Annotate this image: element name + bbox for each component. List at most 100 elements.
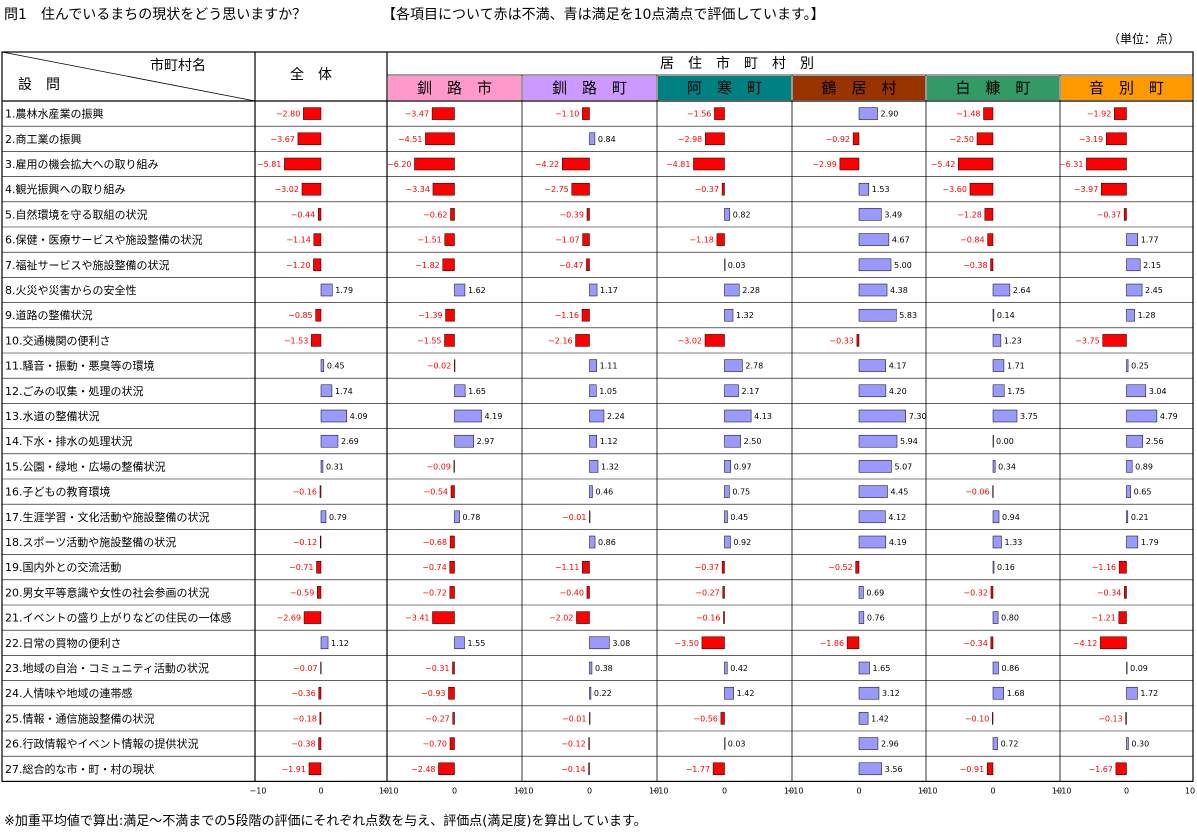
bar [992,686,1005,700]
bar [992,434,994,448]
category-label: 8.火災や災害からの安全性 [5,283,137,297]
bar [992,661,999,675]
data-label: 0.16 [997,563,1015,572]
data-label: −2.99 [812,160,837,169]
bar [724,258,726,272]
data-label: 0.80 [1001,614,1019,623]
bar [1126,434,1144,448]
data-label: 0.03 [728,261,746,270]
data-label: 1.42 [737,689,755,698]
data-label: 2.15 [1143,261,1161,270]
data-label: 4.20 [889,387,907,396]
bar [318,737,322,750]
bar [724,359,743,372]
municipality-header-1: 釧 路 市 [417,79,492,97]
data-label: −0.18 [292,714,317,723]
data-label: −3.34 [405,185,430,194]
tick-label: 0 [856,786,861,795]
data-label: −1.39 [418,311,443,320]
data-label: 4.12 [888,513,906,522]
data-label: 0.38 [595,664,613,673]
data-label: 2.17 [741,387,759,396]
bar [858,308,897,322]
data-label: 0.76 [867,614,885,623]
bar [449,535,455,549]
bar [571,182,590,196]
tick-label: 10 [1185,786,1195,795]
data-label: 1.12 [331,639,349,648]
bar [449,586,455,599]
bar [992,308,995,322]
data-label: −1.67 [1088,765,1113,774]
category-label: 14.下水・排水の処理状況 [5,434,133,448]
data-label: 0.92 [733,538,751,547]
category-label: 10.交通機関の便利さ [5,333,111,347]
bar [319,485,322,498]
bar [589,661,593,675]
data-label: 5.83 [899,311,917,320]
bar [303,107,322,120]
data-label: 3.08 [612,639,630,648]
municipality-header-4: 鶴 居 村 [821,79,896,97]
data-label: 2.97 [477,437,495,446]
bar [858,661,870,675]
bar [1100,636,1127,650]
bar [317,586,322,599]
data-label: −0.34 [963,639,988,648]
bar [581,308,590,322]
data-label: 2.64 [1013,286,1031,295]
data-label: 4.38 [890,286,908,295]
data-label: −3.41 [405,614,430,623]
bar [958,157,994,171]
data-label: −0.37 [695,563,720,572]
bar [1126,460,1133,473]
bar [454,434,474,448]
data-label: 0.86 [598,538,616,547]
labels-layer: 釧 路 市 釧 路 町 阿 寒 町 鶴 居 村 白 糠 町 音 別 町 1.農林水産業の振興… [5,79,1195,795]
data-label: 0.97 [734,462,752,471]
bar [701,636,725,650]
data-label: −0.56 [693,714,718,723]
category-label: 21.イベントの盛り上がりなどの住民の一体感 [5,611,232,625]
bar [450,208,455,221]
bar [431,107,455,120]
data-label: −0.01 [562,714,587,723]
bar [992,384,1005,398]
bar [1126,409,1158,423]
bar [313,258,322,272]
bar [320,384,333,398]
bar [297,132,322,146]
municipality-header-cell [523,76,656,100]
data-label: −1.18 [689,236,714,245]
municipality-header-cell [388,76,521,100]
tick-label: 10 [514,786,524,795]
data-label: 0.09 [1130,664,1148,673]
bar [588,737,590,750]
data-label: −1.91 [281,765,306,774]
data-label: −3.50 [674,639,699,648]
tick-label: 10 [1052,786,1062,795]
tick-label: −10 [1055,786,1072,795]
data-label: 1.23 [1004,336,1022,345]
category-label: 2.商工業の振興 [5,132,82,146]
tick-label: −10 [250,786,267,795]
bar [444,233,455,246]
bar [1126,308,1135,322]
data-label: −3.67 [270,135,295,144]
data-label: 0.14 [997,311,1015,320]
bar [432,182,455,196]
bar [724,384,739,398]
data-label: 4.45 [890,488,908,497]
data-label: 0.89 [1135,462,1153,471]
page-title: 問1 住んでいるまちの現状をどう思いますか？ [4,7,307,23]
data-label: 5.94 [900,437,918,446]
bar [308,762,322,776]
bar [1126,384,1147,398]
tick-label: −10 [517,786,534,795]
bar [453,460,455,473]
data-label: −1.16 [1092,563,1117,572]
data-label: 1.65 [468,387,486,396]
bar [313,233,322,246]
data-label: −1.16 [555,311,580,320]
footnote: ※加重平均値で算出:満足～不満までの5段階の評価にそれぞれ点数を与え、評価点(満… [4,814,647,829]
